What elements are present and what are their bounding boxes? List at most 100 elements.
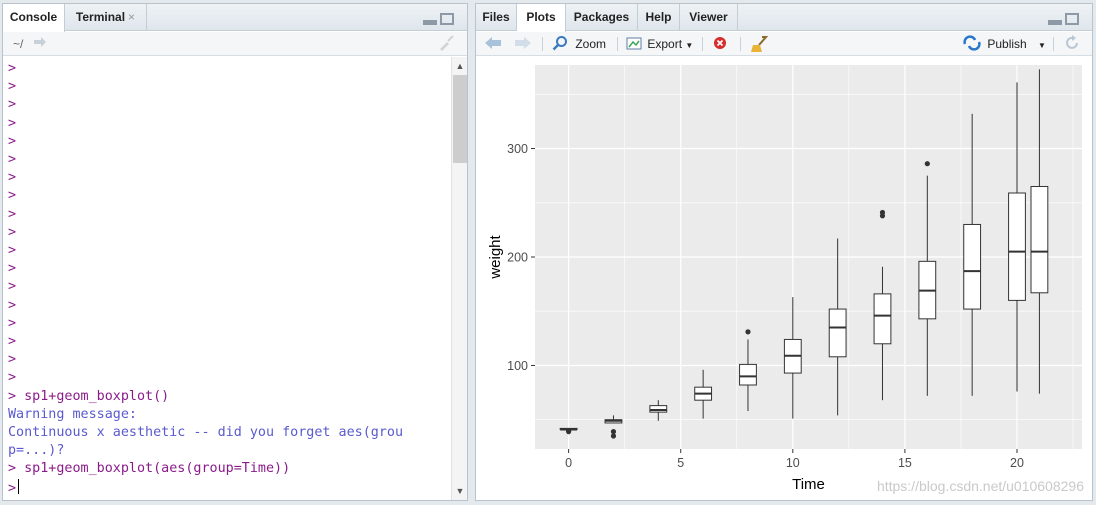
toolbar-separator — [1053, 37, 1054, 51]
broom-icon — [750, 36, 769, 53]
tab-help[interactable]: Help — [638, 4, 680, 31]
plot-area: 0 5 10 15 20 100 200 300 Time weight https://blog… — [476, 57, 1092, 500]
console-line-text: > — [8, 334, 17, 350]
working-dir: ~/ — [13, 37, 24, 51]
tab-viewer[interactable]: Viewer — [680, 4, 738, 31]
console-line: > — [8, 187, 451, 205]
tab-plots[interactable]: Plots — [517, 4, 566, 32]
y-tick-label: 100 — [507, 359, 528, 373]
console-scrollbar[interactable]: ▲ ▼ — [451, 57, 467, 500]
tab-packages-label: Packages — [573, 10, 630, 24]
box-iqr — [649, 405, 668, 413]
console-tabbar: Console Terminal × — [3, 4, 467, 32]
publish-button[interactable]: Publish ▼ — [962, 35, 1046, 53]
tab-plots-label: Plots — [526, 10, 556, 24]
box-iqr — [1008, 192, 1026, 301]
console-line: > — [8, 278, 451, 296]
console-line: > — [8, 224, 451, 242]
maximize-icon[interactable] — [440, 13, 454, 25]
console-line-text: > — [8, 279, 17, 295]
publish-icon — [962, 35, 982, 51]
dropdown-icon: ▼ — [1038, 41, 1046, 50]
toolbar-separator — [740, 37, 741, 51]
scroll-thumb[interactable] — [453, 75, 467, 163]
maximize-icon[interactable] — [1065, 13, 1079, 25]
console-line-text: > — [8, 224, 17, 240]
tab-terminal[interactable]: Terminal × — [65, 4, 147, 31]
y-tick-label: 300 — [507, 142, 528, 156]
plots-tabbar: Files Plots Packages Help Viewer — [476, 4, 1092, 32]
tab-console-label: Console — [9, 10, 58, 24]
console-line: > — [8, 351, 451, 369]
console-line-text: > — [8, 243, 17, 259]
console-line-text: > — [8, 133, 17, 149]
x-tick-label: 10 — [786, 456, 800, 470]
remove-plot-button[interactable] — [712, 35, 728, 53]
console-line-text: > — [8, 97, 17, 113]
watermark: https://blog.csdn.net/u010608296 — [876, 478, 1084, 494]
scroll-down-icon[interactable]: ▼ — [455, 486, 465, 496]
tab-files-label: Files — [482, 10, 510, 24]
box-iqr — [963, 223, 982, 310]
console-line: > — [8, 151, 451, 169]
forward-arrow-icon[interactable] — [514, 35, 532, 53]
console-line-text: Warning message: — [8, 406, 137, 422]
back-arrow-icon[interactable] — [484, 35, 502, 53]
console-line-text: > — [8, 370, 17, 386]
clear-console-icon[interactable] — [437, 35, 455, 53]
tab-help-label: Help — [645, 10, 672, 24]
console-line-text: > — [8, 480, 17, 496]
console-line: > — [8, 115, 451, 133]
console-line: > sp1+geom_boxplot() — [8, 388, 451, 406]
console-line-text: > — [8, 61, 17, 76]
tab-viewer-label: Viewer — [689, 10, 728, 24]
console-line-text: > — [8, 152, 17, 168]
refresh-icon[interactable] — [1064, 35, 1080, 53]
y-tick-label: 200 — [507, 251, 528, 265]
console-line-text: > — [8, 206, 17, 222]
go-to-dir-icon[interactable] — [33, 35, 47, 53]
console-line-text: p=...)? — [8, 443, 65, 459]
clear-plots-button[interactable] — [750, 35, 769, 53]
console-line-text: > — [8, 115, 17, 131]
box-outlier — [745, 329, 751, 335]
window-controls — [1048, 12, 1082, 26]
scroll-up-icon[interactable]: ▲ — [455, 61, 465, 71]
console-line: > — [8, 206, 451, 224]
box-iqr — [739, 363, 757, 386]
console-line: > — [8, 315, 451, 333]
box-outlier — [879, 209, 886, 216]
window-controls — [423, 12, 457, 26]
console-output[interactable]: > > > > > > > > > > > > > > > > > > > sp1+geom_boxplot() Wa… — [3, 57, 451, 500]
console-line: > — [8, 260, 451, 278]
console-line: > — [8, 78, 451, 96]
console-line: > sp1+geom_boxplot(aes(group=Time)) — [8, 460, 451, 478]
console-line: > — [8, 169, 451, 187]
console-line-text: > — [8, 79, 17, 95]
tab-terminal-label: Terminal — [75, 10, 126, 24]
tab-console[interactable]: Console — [3, 4, 65, 32]
console-pane: Console Terminal × ~/ > > > > > > > > > > > > > > > > > > >… — [2, 3, 468, 501]
console-line-text: > — [8, 315, 17, 331]
text-cursor — [18, 478, 20, 494]
console-line: > — [8, 297, 451, 315]
plots-pane: Files Plots Packages Help Viewer Zoom Ex… — [475, 3, 1093, 501]
console-line-text: > — [8, 188, 17, 204]
tab-files[interactable]: Files — [476, 4, 517, 31]
close-icon[interactable]: × — [128, 10, 136, 24]
toolbar-separator — [542, 37, 543, 51]
zoom-label: Zoom — [575, 37, 607, 51]
box-iqr — [873, 293, 892, 345]
console-line-text: > — [8, 261, 17, 277]
console-line: > — [8, 369, 451, 387]
zoom-icon — [552, 36, 568, 51]
console-line-text: > — [8, 170, 17, 186]
minimize-icon[interactable] — [1048, 20, 1062, 25]
minimize-icon[interactable] — [423, 20, 437, 25]
console-line-text: Continuous x aesthetic -- did you forget… — [8, 425, 404, 441]
console-line-text: > sp1+geom_boxplot() — [8, 388, 170, 404]
tab-packages[interactable]: Packages — [566, 4, 638, 31]
box-outlier — [566, 427, 572, 434]
zoom-button[interactable]: Zoom — [552, 35, 606, 53]
export-button[interactable]: Export ▼ — [626, 35, 693, 53]
